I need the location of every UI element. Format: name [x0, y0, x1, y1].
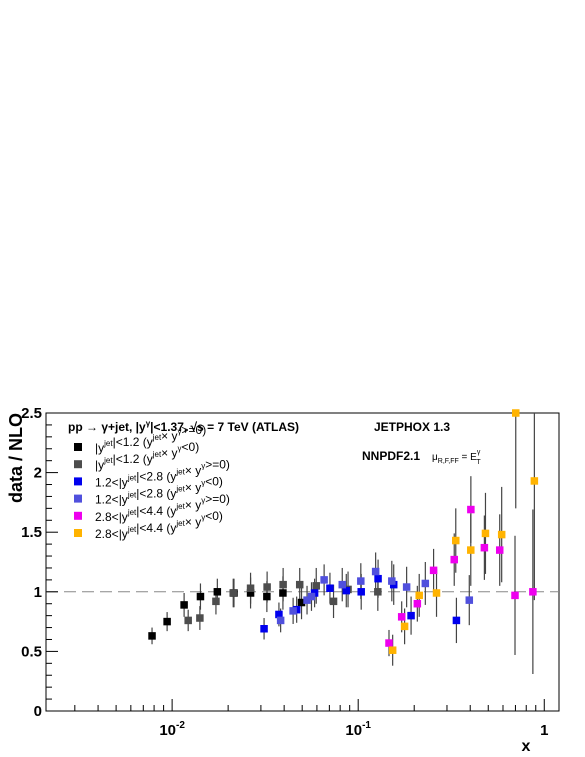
data-point-series-6	[530, 477, 539, 485]
legend: |yjet|<1.2 (yjet× yγ>=0)|yjet|<1.2 (yjet…	[74, 423, 230, 541]
data-point-series-4	[465, 596, 474, 604]
data-point-series-6	[388, 646, 397, 654]
legend-label: |yjet|<1.2 (yjet× yγ>=0)	[95, 423, 206, 455]
data-point-series-2	[212, 597, 220, 606]
data-markers	[148, 409, 539, 654]
data-point-series-2	[229, 589, 237, 597]
annotation-generator: JETPHOX 1.3	[374, 420, 450, 434]
legend-label: 2.8<|yjet|<4.4 (yjet× yγ>=0)	[95, 492, 230, 524]
data-point-series-4	[320, 576, 328, 584]
data-point-series-5	[397, 613, 406, 621]
data-point-series-3	[407, 611, 415, 620]
data-point-series-5	[480, 543, 489, 552]
data-point-series-1	[180, 601, 188, 609]
data-point-series-4	[289, 607, 297, 615]
data-point-series-4	[338, 580, 347, 589]
data-point-series-5	[413, 599, 422, 608]
data-point-series-2	[312, 582, 320, 590]
legend-label: 1.2<|yjet|<2.8 (yjet× yγ>=0)	[95, 457, 230, 489]
data-point-series-2	[184, 616, 192, 625]
legend-label: 2.8<|yjet|<4.4 (yjet× yγ<0)	[95, 509, 223, 541]
y-tick-label: 0.5	[21, 643, 42, 660]
y-tick-label: 2.5	[21, 405, 42, 422]
data-point-series-3	[357, 588, 365, 596]
data-point-series-3	[342, 586, 351, 595]
legend-label: 1.2<|yjet|<2.8 (yjet× yγ<0)	[95, 475, 223, 507]
y-tick-label: 1	[34, 584, 42, 601]
data-point-series-2	[374, 588, 382, 596]
data-point-series-3	[275, 610, 283, 619]
data-point-series-3	[326, 584, 334, 592]
data-point-series-1	[263, 592, 271, 601]
data-point-series-3	[374, 574, 382, 583]
data-point-series-6	[497, 530, 506, 539]
data-point-series-6	[452, 536, 460, 545]
data-point-series-6	[512, 409, 520, 417]
data-point-series-1	[246, 589, 255, 597]
data-point-series-5	[529, 588, 537, 596]
data-point-series-5	[385, 639, 393, 647]
data-point-series-2	[196, 614, 204, 622]
data-point-series-4	[276, 616, 285, 625]
legend-marker	[74, 460, 82, 469]
y-tick-label: 1.5	[21, 524, 42, 541]
data-point-series-5	[429, 566, 438, 575]
data-point-series-1	[196, 592, 205, 601]
data-point-series-1	[297, 598, 306, 607]
annotation-pdf: NNPDF2.1	[362, 449, 420, 463]
data-point-series-3	[260, 625, 268, 633]
data-point-series-1	[163, 617, 171, 626]
data-point-series-4	[421, 579, 430, 588]
data-point-series-6	[415, 591, 423, 600]
data-point-series-2	[246, 584, 255, 592]
data-point-series-2	[263, 583, 271, 591]
legend-label: |yjet|<1.2 (yjet× yγ<0)	[95, 440, 199, 472]
legend-marker	[74, 494, 82, 503]
data-point-series-5	[495, 546, 504, 554]
legend-marker	[74, 529, 82, 537]
data-point-series-4	[371, 567, 380, 576]
data-point-series-5	[511, 591, 519, 600]
data-point-series-6	[481, 529, 490, 538]
legend-marker	[74, 511, 82, 520]
data-point-series-6	[432, 589, 441, 597]
x-tick-label: 1	[540, 722, 548, 739]
legend-marker	[74, 443, 82, 451]
y-tick-label: 0	[34, 703, 42, 720]
data-point-series-6	[467, 546, 475, 554]
data-point-series-4	[388, 577, 396, 585]
annotation-scale: μR,F,FF = Eγ T	[432, 449, 481, 466]
data-point-series-4	[402, 583, 411, 591]
plot-title: pp → γ+jet, |yγ|<1.37, √s = 7 TeV (ATLAS…	[68, 419, 299, 434]
legend-marker	[74, 477, 82, 486]
data-point-series-4	[307, 592, 316, 601]
data-point-series-2	[279, 580, 287, 589]
x-tick-label: 10-2	[159, 720, 185, 739]
data-point-series-1	[279, 589, 287, 597]
data-point-series-1	[213, 588, 222, 596]
x-tick-label: 10-1	[345, 720, 371, 739]
data-point-series-2	[329, 597, 338, 606]
data-point-series-4	[303, 596, 311, 604]
x-axis-title: x	[522, 738, 531, 755]
data-point-series-1	[148, 632, 156, 640]
data-point-series-4	[357, 577, 365, 585]
data-point-series-3	[452, 616, 461, 625]
data-point-series-5	[467, 505, 475, 514]
axes: 0 0.5 1 1.5 2 2.5 10-2 10-1 1	[21, 405, 548, 739]
data-point-series-2	[295, 580, 304, 589]
y-tick-label: 2	[34, 465, 42, 482]
y-axis-title: data / NLO	[6, 413, 26, 503]
data-point-series-6	[400, 622, 409, 631]
data-point-series-5	[450, 555, 458, 564]
